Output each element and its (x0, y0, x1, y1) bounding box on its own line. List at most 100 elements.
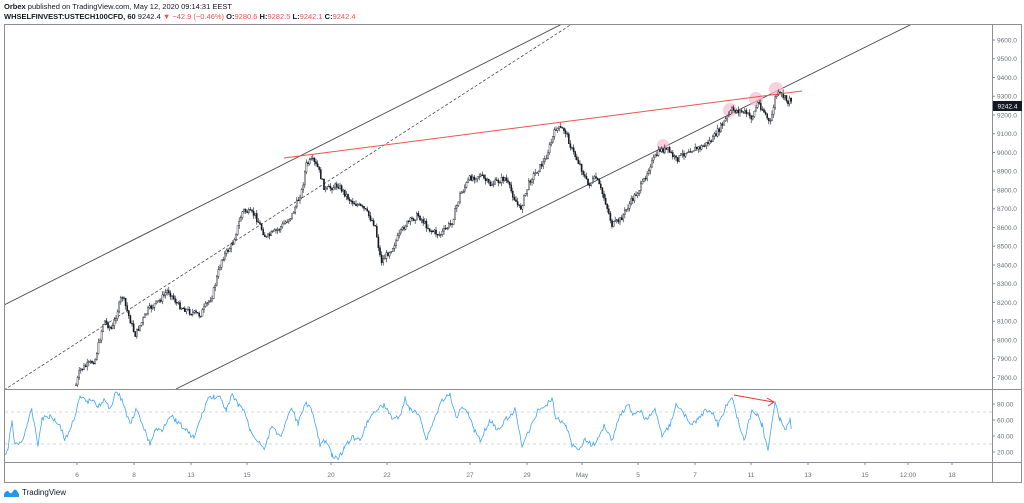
candle-body (708, 140, 711, 144)
oscillator-axis[interactable]: 80.00 60.00 40.00 20.00 (992, 401, 1014, 456)
time-axis[interactable]: 6 8 13 15 20 22 27 29 May 5 7 11 13 15 12:00 18 (75, 462, 956, 479)
candle-body (198, 313, 201, 317)
candle-body (105, 320, 108, 323)
candle-body (307, 162, 309, 165)
candle-body (124, 297, 127, 306)
candle-body (657, 149, 660, 156)
symbol-name[interactable]: WHSELFINVEST:USTECH100CFD, 60 (4, 12, 136, 21)
channel-upper-line[interactable] (4, 20, 570, 306)
candle-body (414, 219, 417, 221)
footer: TradingView (4, 488, 66, 497)
candle-body (611, 220, 613, 227)
channel-lower-line[interactable] (175, 24, 912, 389)
candle-body (593, 176, 596, 180)
candle-body (452, 219, 455, 225)
candle-body (531, 179, 533, 183)
candle-body (384, 258, 386, 260)
candle-body (577, 159, 580, 164)
candle-body (291, 213, 293, 219)
candle-body (358, 203, 361, 206)
candlestick-series[interactable] (75, 89, 792, 387)
candle-body (209, 300, 212, 302)
candle-body (736, 110, 738, 113)
candle-body (628, 203, 631, 209)
candle-body (664, 147, 666, 153)
candle-body (484, 177, 487, 181)
candle-body (460, 192, 463, 194)
candle-body (272, 230, 274, 233)
candle-body (316, 163, 319, 168)
candle-body (281, 223, 284, 228)
candle-body (371, 219, 373, 222)
candle-body (89, 361, 92, 363)
candle-body (507, 180, 509, 183)
candle-body (470, 175, 473, 181)
candle-body (684, 152, 687, 157)
time-tick-label: 7 (693, 472, 697, 479)
candle-body (587, 178, 589, 186)
candle-body (632, 198, 634, 201)
candle-body (638, 190, 640, 194)
candle-body (443, 228, 445, 232)
candle-body (376, 225, 378, 238)
candle-body (302, 184, 305, 190)
candle-body (347, 194, 349, 200)
candle-body (555, 129, 557, 131)
candle-body (419, 215, 421, 221)
candle-body (252, 211, 255, 216)
candle-body (260, 224, 263, 230)
candle-body (734, 110, 736, 113)
candle-body (654, 154, 656, 158)
time-tick-label: 8 (132, 472, 136, 479)
candle-body (702, 145, 704, 147)
channel-middle-line[interactable] (4, 24, 572, 390)
candle-body (582, 171, 584, 175)
candle-body (412, 218, 415, 221)
candle-body (110, 326, 112, 329)
candle-body (83, 365, 85, 370)
candle-body (508, 182, 511, 186)
publish-info: Orbex published on TradingView.com, May … (4, 2, 356, 12)
candle-body (388, 252, 391, 257)
candle-body (537, 171, 540, 174)
candle-body (596, 177, 599, 180)
candle-body (700, 145, 703, 150)
main-pane[interactable] (4, 20, 912, 390)
price-tick-label: 9200.0 (997, 112, 1017, 119)
price-tick-label: 8100.0 (997, 319, 1017, 326)
candle-body (569, 143, 572, 148)
price-tick-label: 9300.0 (997, 94, 1017, 101)
candle-body (422, 219, 425, 224)
candle-body (641, 181, 644, 185)
price-tick-label: 9600.0 (997, 37, 1017, 44)
candle-body (342, 189, 345, 192)
candle-body (713, 133, 716, 137)
candle-body (777, 91, 780, 95)
candle-body (355, 203, 357, 206)
divergence-arrow-line[interactable] (733, 394, 774, 403)
candle-body (182, 307, 185, 310)
price-tick-label: 9500.0 (997, 56, 1017, 63)
candle-body (729, 110, 732, 115)
candle-body (764, 112, 767, 115)
candle-body (344, 189, 346, 197)
candle-body (75, 384, 77, 386)
candle-body (523, 195, 525, 206)
candle-body (326, 186, 329, 189)
candle-body (156, 300, 159, 302)
candle-body (235, 234, 237, 240)
candle-body (206, 302, 209, 304)
red-trendline[interactable] (283, 90, 803, 159)
candle-body (710, 140, 712, 142)
candle-body (296, 199, 298, 208)
candle-body (183, 307, 186, 312)
oscillator-line[interactable] (5, 391, 792, 461)
candle-body (774, 96, 776, 108)
price-axis[interactable]: 9600.0 9500.0 9400.0 9300.0 9200.0 9100.0 9000… (992, 37, 1017, 382)
oscillator-pane[interactable] (5, 391, 992, 461)
candle-body (652, 157, 655, 161)
candle-body (102, 324, 104, 332)
candle-body (179, 302, 181, 310)
candle-body (409, 217, 412, 222)
